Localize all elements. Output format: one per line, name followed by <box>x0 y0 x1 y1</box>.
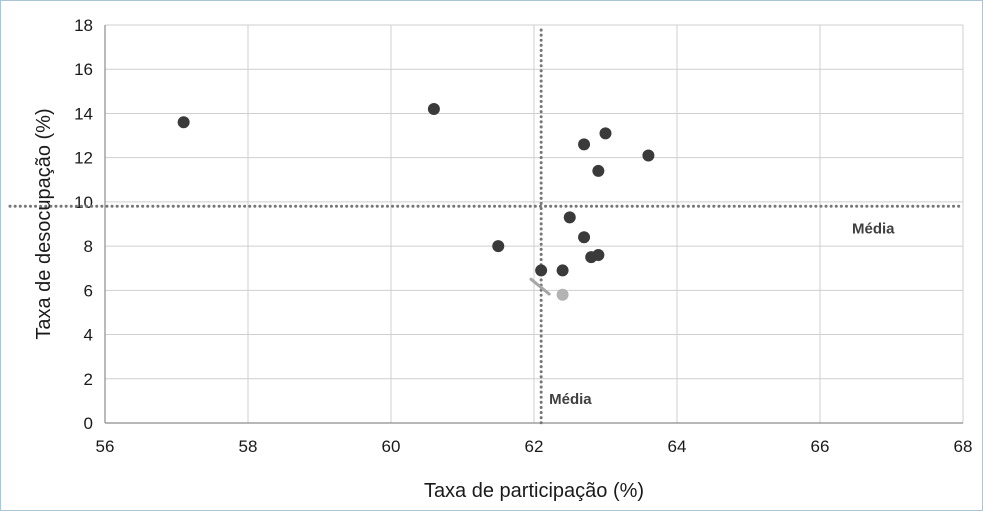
data-point <box>599 127 612 140</box>
data-point <box>535 264 548 277</box>
grid-lines <box>104 24 964 424</box>
data-point <box>592 164 605 177</box>
data-point <box>177 116 190 129</box>
vertical-mean-label: Média <box>549 391 592 408</box>
y-tick-label: 10 <box>74 193 93 212</box>
data-point <box>556 264 569 277</box>
y-tick-label: 6 <box>84 281 93 300</box>
y-tick-label: 8 <box>84 237 93 256</box>
data-point <box>578 231 591 244</box>
horizontal-mean-label: Média <box>852 220 895 237</box>
x-tick-label: 60 <box>382 437 401 456</box>
y-tick-label: 12 <box>74 149 93 168</box>
data-point <box>578 138 591 151</box>
x-tick-label: 66 <box>811 437 830 456</box>
annotation-pointer <box>529 277 551 296</box>
data-point <box>592 248 605 261</box>
y-tick-label: 4 <box>84 326 93 345</box>
data-point <box>492 240 505 253</box>
y-axis-label: Taxa de desocupação (%) <box>33 108 55 339</box>
reference-lines: Média Média <box>8 28 962 425</box>
y-tick-label: 0 <box>84 414 93 433</box>
x-tick-label: 62 <box>525 437 544 456</box>
data-point <box>427 103 440 116</box>
x-tick-label: 58 <box>239 437 258 456</box>
axes <box>104 25 963 424</box>
x-axis-label: Taxa de participação (%) <box>424 480 644 502</box>
data-point <box>556 288 569 301</box>
data-point <box>642 149 655 162</box>
y-tick-label: 2 <box>84 370 93 389</box>
data-point <box>563 211 576 224</box>
data-points <box>177 103 655 301</box>
x-tick-label: 56 <box>96 437 115 456</box>
y-tick-label: 16 <box>74 60 93 79</box>
x-tick-label: 64 <box>668 437 687 456</box>
x-tick-label: 68 <box>954 437 973 456</box>
y-tick-label: 18 <box>74 16 93 35</box>
y-tick-label: 14 <box>74 104 93 123</box>
